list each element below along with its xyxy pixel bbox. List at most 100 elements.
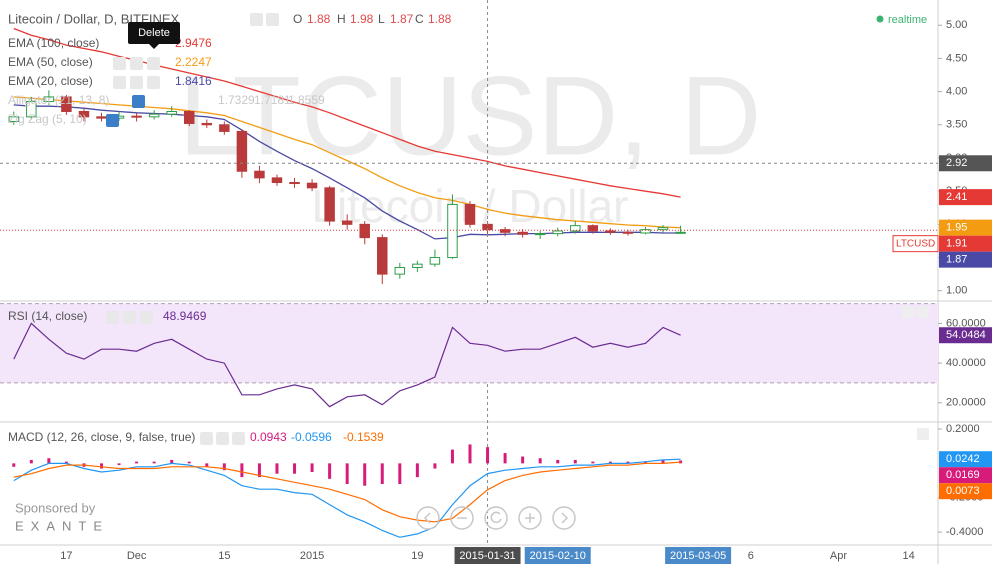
tooltip: Delete xyxy=(128,22,180,49)
legend-entry: RSI (14, close) xyxy=(8,309,87,323)
legend-icons[interactable] xyxy=(200,432,245,445)
title-icons[interactable] xyxy=(250,13,279,26)
crosshair-price-label: 2.92 xyxy=(946,157,967,169)
icon-button[interactable] xyxy=(200,432,213,445)
reset-button[interactable] xyxy=(484,506,508,530)
x-tick-label: Apr xyxy=(830,550,847,562)
icon-button[interactable] xyxy=(113,76,126,89)
macd-histogram-bar xyxy=(257,463,261,478)
last-value-box xyxy=(939,251,992,268)
macd-histogram-bar xyxy=(643,461,647,464)
candle-body xyxy=(359,223,370,239)
candle-body xyxy=(570,225,581,232)
macd-histogram-bar xyxy=(398,463,402,484)
icon-button[interactable] xyxy=(106,311,119,324)
ohlc-value: 1.88 xyxy=(428,12,452,26)
last-value-box xyxy=(939,235,992,252)
y-tick-label: -0.4000 xyxy=(946,526,983,538)
icon xyxy=(423,512,431,524)
watermark: LTCUSD, D xyxy=(179,54,762,179)
macd-histogram-bar xyxy=(152,461,156,464)
last-value-label: 1.91 xyxy=(946,238,967,250)
x-tick-label: 2015-03-05 xyxy=(670,550,726,562)
zoom-controls[interactable] xyxy=(416,506,576,530)
last-value-box xyxy=(939,219,992,236)
macd-histogram-bar xyxy=(222,463,226,471)
macd-histogram-bar xyxy=(415,463,419,478)
symbol-label: LTCUSD xyxy=(896,238,935,249)
x-tick-label: 19 xyxy=(411,550,423,562)
symbol-box xyxy=(892,235,939,253)
last-value-label: 1.87 xyxy=(946,254,967,266)
icon-button[interactable] xyxy=(132,95,145,108)
candle-body xyxy=(61,96,72,113)
x-tick-label: 2015 xyxy=(300,550,324,562)
signal-line xyxy=(13,461,681,523)
candle-body xyxy=(254,170,265,179)
icon-button[interactable] xyxy=(130,76,143,89)
candle-body xyxy=(166,111,177,115)
legend-icons[interactable] xyxy=(106,57,160,127)
scroll-left-button[interactable] xyxy=(416,506,440,530)
icon-button[interactable] xyxy=(216,432,229,445)
y-tick-label: 60.0000 xyxy=(946,317,986,329)
x-tick-label: Dec xyxy=(127,550,147,562)
last-value-label: 0.0073 xyxy=(946,485,980,497)
scroll-right-button[interactable] xyxy=(552,506,576,530)
rsi-line xyxy=(13,322,681,408)
icon-button[interactable] xyxy=(113,57,126,70)
y-tick-label: 5.00 xyxy=(946,19,967,31)
macd-histogram-bar xyxy=(486,447,490,464)
macd-histogram-bar xyxy=(380,463,384,484)
last-value-label: 1.95 xyxy=(946,222,967,234)
date-box xyxy=(524,547,591,564)
last-value-box xyxy=(939,327,992,344)
legend-entry: EMA (20, close) xyxy=(8,74,93,88)
legend-readout: -0.0596 xyxy=(291,430,332,444)
macd-histogram-bar xyxy=(170,459,174,464)
x-tick-label: 15 xyxy=(218,550,230,562)
candle-body xyxy=(148,113,160,118)
overlay-group: Litecoin / Dollar, D, BITFINEX O 1.88 H … xyxy=(8,11,929,533)
legend-readout: -0.1539 xyxy=(343,430,384,444)
pane-buttons[interactable] xyxy=(902,306,929,440)
y-tick-label: 3.50 xyxy=(946,119,967,131)
macd-histogram-bar xyxy=(47,458,51,464)
icon-button[interactable] xyxy=(266,13,279,26)
icon-button[interactable] xyxy=(147,57,160,70)
icon-button[interactable] xyxy=(106,114,119,127)
crosshair-price-box xyxy=(939,155,992,172)
zoom-out-button[interactable] xyxy=(450,506,474,530)
candle-body xyxy=(219,124,230,132)
icon-button[interactable] xyxy=(147,76,160,89)
pane-button[interactable] xyxy=(917,428,929,440)
x-tick-label: 2015-02-10 xyxy=(530,550,586,562)
legend-icons[interactable] xyxy=(106,311,153,324)
icon-button[interactable] xyxy=(123,311,136,324)
candle-body xyxy=(605,230,616,233)
icon-button[interactable] xyxy=(140,311,153,324)
legend-entry: Alligator (21, 13, 8) xyxy=(8,93,109,107)
pane-button[interactable] xyxy=(902,306,914,318)
candle-body xyxy=(184,111,195,124)
last-value-label: 2.41 xyxy=(946,191,967,203)
icon xyxy=(561,512,569,524)
macd-histogram-bar xyxy=(573,459,577,464)
candle-body xyxy=(26,101,37,118)
zoom-in-button[interactable] xyxy=(518,506,542,530)
legend-readout: 1.8559 xyxy=(288,93,325,107)
icon-button[interactable] xyxy=(250,13,263,26)
tooltip-arrow xyxy=(149,44,159,49)
icon-button[interactable] xyxy=(232,432,245,445)
macd-histogram-bar xyxy=(591,461,595,464)
icon-button[interactable] xyxy=(130,57,143,70)
candle-body xyxy=(96,116,107,119)
macd-histogram-bar xyxy=(205,463,209,467)
candle-body xyxy=(43,96,55,103)
date-box xyxy=(665,547,732,564)
ohlc-label: C xyxy=(415,12,424,26)
pane-button[interactable] xyxy=(917,306,929,318)
ohlc-value: 1.87 xyxy=(390,12,414,26)
